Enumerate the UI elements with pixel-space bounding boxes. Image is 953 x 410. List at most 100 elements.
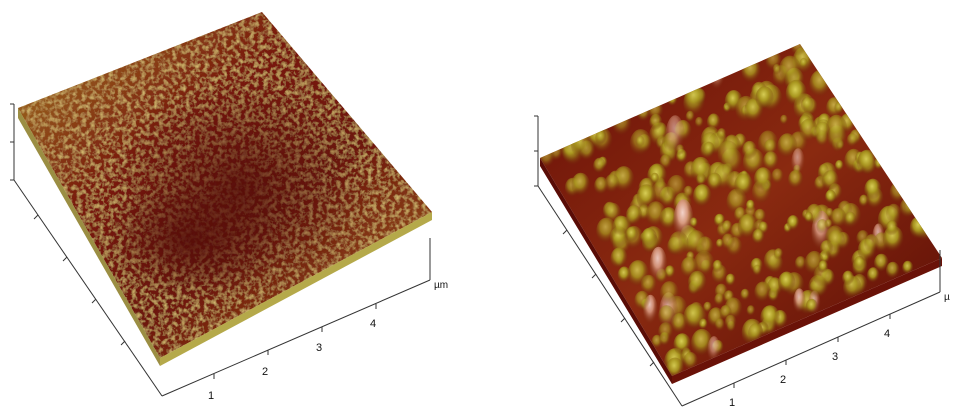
surface-grain	[805, 298, 818, 315]
surface-grain	[673, 199, 694, 245]
surface-grain	[816, 219, 829, 235]
surface-grain	[721, 233, 735, 251]
surface-grain	[673, 333, 692, 356]
surface-grain	[658, 305, 675, 327]
surface-grain	[753, 167, 773, 192]
left-afm-panel: 1 2 3 4 µm	[10, 12, 448, 402]
surface-grain	[571, 172, 590, 197]
surface-grain	[793, 288, 806, 316]
right-x-tick-2: 2	[780, 374, 786, 386]
left-x-tick-3: 3	[316, 342, 322, 354]
surface-grain	[830, 208, 847, 230]
surface-grain	[773, 248, 784, 261]
surface-grain	[814, 121, 831, 143]
surface-grain	[777, 133, 798, 160]
surface-grain	[714, 293, 725, 307]
right-y-axis	[537, 185, 683, 407]
surface-grain	[716, 128, 727, 141]
surface-grain	[825, 189, 837, 205]
surface-grain	[902, 260, 914, 276]
surface-grain	[636, 184, 657, 211]
right-height-surface	[540, 44, 942, 384]
surface-grain	[825, 114, 848, 143]
surface-grain	[595, 130, 607, 146]
surface-grain	[788, 169, 804, 190]
surface-grain	[593, 157, 606, 175]
surface-grain	[772, 64, 782, 76]
surface-grain	[864, 178, 882, 201]
right-x-tick-3: 3	[832, 351, 838, 363]
surface-grain	[785, 79, 807, 108]
surface-grain	[834, 101, 845, 115]
surface-grain	[794, 256, 807, 272]
right-unit-label: µ	[944, 292, 950, 303]
surface-grain	[737, 213, 758, 240]
surface-grain	[724, 314, 737, 331]
surface-grain	[702, 141, 715, 158]
left-x-tick-1: 1	[208, 390, 214, 402]
surface-grain	[706, 113, 721, 132]
surface-grain	[874, 253, 889, 273]
surface-grain	[685, 110, 695, 123]
surface-grain	[725, 273, 736, 287]
surface-grain	[903, 197, 920, 218]
surface-grain	[717, 140, 740, 169]
surface-grain	[714, 318, 726, 332]
surface-grain	[650, 172, 660, 184]
surface-grain	[612, 111, 632, 137]
surface-grain	[742, 140, 758, 161]
surface-grain	[659, 154, 672, 171]
surface-grain	[752, 264, 762, 277]
surface-grain	[667, 93, 678, 107]
surface-grain	[754, 281, 772, 304]
left-x-tick-4: 4	[370, 318, 376, 330]
surface-grain	[734, 173, 753, 198]
left-y-axis	[13, 179, 163, 397]
surface-grain	[778, 271, 796, 295]
surface-grain	[753, 208, 767, 225]
surface-grain	[625, 205, 643, 227]
surface-grain	[746, 305, 756, 317]
surface-grain	[846, 133, 859, 148]
surface-grain	[612, 215, 629, 237]
surface-grain	[858, 194, 869, 208]
left-height-surface	[18, 12, 432, 366]
surface-grain	[627, 260, 649, 288]
surface-grain	[867, 267, 880, 284]
surface-grain	[885, 261, 900, 280]
surface-grain	[690, 156, 712, 184]
surface-grain	[709, 59, 725, 93]
surface-grain	[771, 168, 784, 185]
surface-grain	[799, 57, 808, 69]
surface-grain	[634, 290, 650, 311]
right-afm-panel: 1 2 3 4 µ	[534, 44, 950, 409]
surface-grain	[635, 135, 645, 148]
surface-grain	[741, 58, 761, 84]
surface-grain	[684, 85, 705, 113]
surface-grain	[779, 55, 801, 85]
right-x-tick-4: 4	[884, 328, 890, 340]
surface-grain	[665, 115, 685, 159]
surface-grain	[889, 181, 908, 205]
surface-grain	[649, 246, 668, 286]
left-x-tick-2: 2	[262, 366, 268, 378]
surface-grain	[571, 131, 592, 159]
surface-grain	[712, 259, 723, 274]
surface-grain	[827, 229, 846, 253]
surface-grain	[818, 164, 829, 179]
surface-grain	[779, 114, 789, 126]
left-x-axis: 1 2 3 4 µm	[161, 238, 448, 402]
surface-grain	[886, 203, 902, 224]
surface-grain	[693, 184, 712, 209]
surface-grain	[740, 288, 750, 302]
surface-grain	[693, 250, 715, 279]
surface-grain	[666, 174, 687, 201]
surface-grain	[842, 270, 855, 287]
surface-grain	[809, 69, 832, 99]
right-x-axis: 1 2 3 4 µ	[681, 250, 950, 409]
surface-grain	[760, 305, 780, 331]
surface-grain	[647, 101, 664, 122]
left-z-axis	[10, 103, 15, 181]
surface-grain	[625, 226, 639, 243]
